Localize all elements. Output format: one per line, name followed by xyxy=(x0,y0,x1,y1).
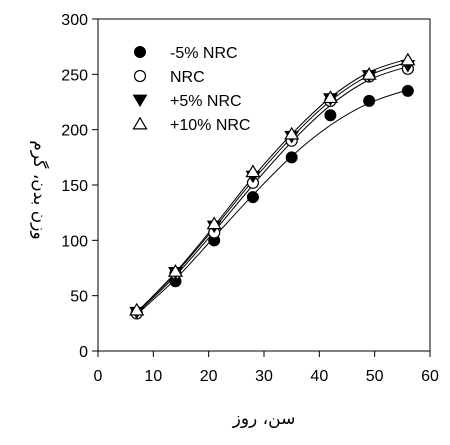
legend-label: +10% NRC xyxy=(170,117,250,134)
data-point xyxy=(324,109,337,122)
legend-item: NRC xyxy=(133,69,205,86)
data-point xyxy=(400,52,416,66)
axes: 0 10 20 30 40 50 60 0 50 100 150 200 250 300 xyxy=(61,12,439,385)
legend-marker xyxy=(133,69,147,83)
data-point xyxy=(322,90,338,104)
x-tick-label: 0 xyxy=(94,368,103,385)
y-tick-label: 250 xyxy=(61,67,88,84)
y-axis-title: وزن بدن، گرم xyxy=(29,140,50,239)
x-tick-label: 40 xyxy=(310,368,328,385)
x-tick-label: 10 xyxy=(144,368,162,385)
x-tick-label: 50 xyxy=(366,368,384,385)
data-points xyxy=(129,52,416,320)
data-point xyxy=(246,191,259,204)
data-point xyxy=(285,151,298,164)
y-tick-label: 100 xyxy=(61,233,88,250)
x-tick-label: 30 xyxy=(255,368,273,385)
legend-marker xyxy=(132,116,148,130)
legend-marker xyxy=(132,94,148,108)
y-tick-label: 300 xyxy=(61,12,88,29)
data-point xyxy=(284,126,300,140)
legend-label: -5% NRC xyxy=(170,45,238,62)
data-point xyxy=(363,94,376,107)
x-axis-title: سن، روز xyxy=(232,409,296,429)
legend-item: -5% NRC xyxy=(134,45,238,62)
legend: -5% NRC NRC +5% NRC +10% NRC xyxy=(132,45,250,134)
y-tick-label: 50 xyxy=(70,289,88,306)
data-point xyxy=(245,164,261,178)
y-tick-label: 200 xyxy=(61,123,88,140)
data-point xyxy=(361,66,377,80)
data-point xyxy=(167,263,184,277)
legend-item: +5% NRC xyxy=(132,93,242,110)
legend-marker xyxy=(134,46,146,58)
data-point xyxy=(206,216,222,230)
legend-item: +10% NRC xyxy=(132,116,250,134)
x-tick-label: 20 xyxy=(200,368,218,385)
legend-label: NRC xyxy=(170,69,205,86)
data-point xyxy=(401,84,414,97)
data-point xyxy=(129,302,145,316)
legend-label: +5% NRC xyxy=(170,93,242,110)
y-tick-label: 150 xyxy=(61,178,88,195)
y-tick-label: 0 xyxy=(79,344,88,361)
x-tick-label: 60 xyxy=(421,368,439,385)
